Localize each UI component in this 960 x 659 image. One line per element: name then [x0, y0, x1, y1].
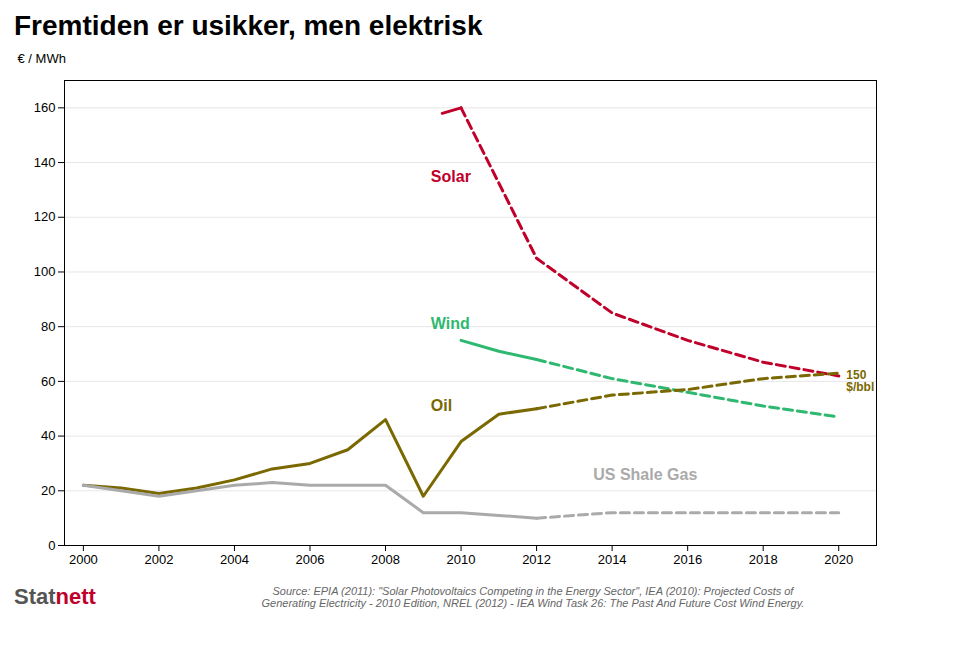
svg-text:2010: 2010	[447, 552, 476, 567]
svg-text:2008: 2008	[371, 552, 400, 567]
svg-text:60: 60	[41, 374, 55, 389]
svg-text:100: 100	[34, 264, 56, 279]
svg-text:140: 140	[34, 155, 56, 170]
html-text:Stat nett: Stat nett	[14, 584, 96, 609]
svg-text:160: 160	[34, 100, 56, 115]
svg-text:2000: 2000	[69, 552, 98, 567]
svg-text:2018: 2018	[749, 552, 778, 567]
html-text:Fremtiden er usikker, men elek: Fremtiden er usikker, men elektrisk	[14, 10, 483, 41]
svg-text:40: 40	[41, 428, 55, 443]
svg-text:2012: 2012	[522, 552, 551, 567]
svg-text:150$/bbl: 150$/bbl	[846, 368, 874, 394]
svg-text:20: 20	[41, 483, 55, 498]
svg-text:120: 120	[34, 209, 56, 224]
html-text:Source: EPIA (2011): "Solar Ph: Source: EPIA (2011): "Solar Photovoltaic…	[261, 585, 805, 609]
svg-text:US Shale Gas: US Shale Gas	[593, 466, 697, 483]
svg-text:2020: 2020	[824, 552, 853, 567]
svg-text:2006: 2006	[296, 552, 325, 567]
svg-text:Oil: Oil	[431, 397, 452, 414]
svg-text:0: 0	[48, 538, 55, 553]
svg-text:Wind: Wind	[431, 315, 470, 332]
svg-text:€ / MWh: € / MWh	[18, 51, 66, 66]
svg-text:2014: 2014	[598, 552, 627, 567]
svg-text:2016: 2016	[673, 552, 702, 567]
svg-text:80: 80	[41, 319, 55, 334]
svg-text:2004: 2004	[220, 552, 249, 567]
svg-text:Solar: Solar	[431, 168, 471, 185]
svg-text:2002: 2002	[144, 552, 173, 567]
